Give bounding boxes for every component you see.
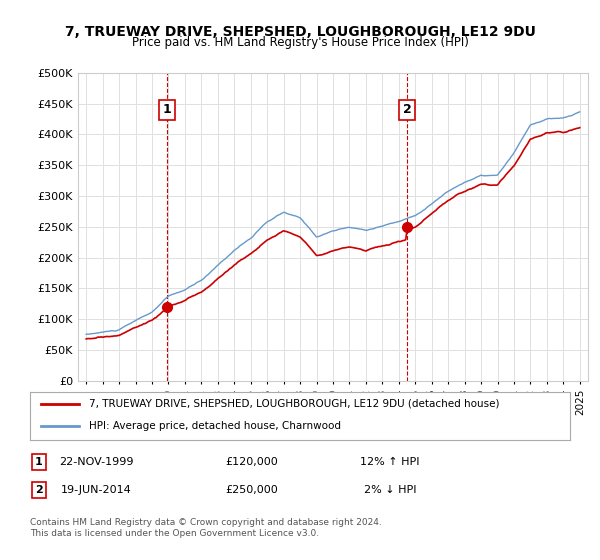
Text: 2% ↓ HPI: 2% ↓ HPI (364, 485, 416, 495)
Text: Price paid vs. HM Land Registry's House Price Index (HPI): Price paid vs. HM Land Registry's House … (131, 36, 469, 49)
Text: 22-NOV-1999: 22-NOV-1999 (59, 457, 133, 467)
Text: 2: 2 (35, 485, 43, 495)
Text: £250,000: £250,000 (226, 485, 278, 495)
Text: 7, TRUEWAY DRIVE, SHEPSHED, LOUGHBOROUGH, LE12 9DU: 7, TRUEWAY DRIVE, SHEPSHED, LOUGHBOROUGH… (65, 25, 535, 39)
Text: 19-JUN-2014: 19-JUN-2014 (61, 485, 131, 495)
Text: 2: 2 (403, 103, 412, 116)
Text: HPI: Average price, detached house, Charnwood: HPI: Average price, detached house, Char… (89, 421, 341, 431)
Text: £120,000: £120,000 (226, 457, 278, 467)
Text: Contains HM Land Registry data © Crown copyright and database right 2024.
This d: Contains HM Land Registry data © Crown c… (30, 518, 382, 538)
Text: 12% ↑ HPI: 12% ↑ HPI (360, 457, 420, 467)
Text: 1: 1 (163, 103, 171, 116)
Text: 1: 1 (35, 457, 43, 467)
Text: 7, TRUEWAY DRIVE, SHEPSHED, LOUGHBOROUGH, LE12 9DU (detached house): 7, TRUEWAY DRIVE, SHEPSHED, LOUGHBOROUGH… (89, 399, 500, 409)
